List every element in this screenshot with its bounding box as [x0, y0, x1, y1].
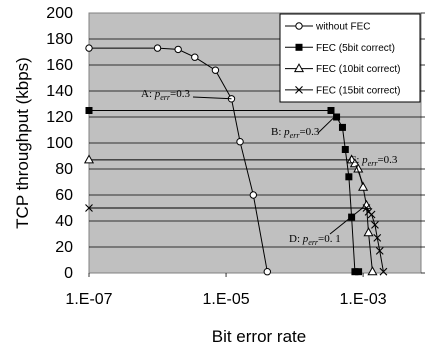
legend-item: FEC (15bit correct) [285, 85, 400, 96]
x-tick-label: 1.E-05 [202, 291, 249, 308]
data-point [362, 204, 371, 212]
y-tick-label: 80 [55, 161, 73, 178]
x-tick-labels: 1.E-07 1.E-05 1.E-03 [65, 291, 386, 308]
y-tick-label: 20 [55, 239, 73, 256]
series-2 [85, 107, 363, 276]
y-axis-label: TCP throughput (kbps) [13, 57, 32, 229]
data-point [174, 45, 182, 54]
data-point [85, 107, 93, 114]
legend-item: without FEC [285, 22, 370, 33]
data-point [379, 267, 388, 276]
legend-label: FEC (15bit correct) [316, 85, 400, 96]
annotation-leader-line [355, 164, 364, 185]
y-tick-label: 40 [55, 213, 73, 230]
data-point [367, 266, 378, 276]
legend-label: without FEC [315, 22, 370, 33]
y-tick-label: 160 [46, 57, 73, 74]
y-tick-label: 120 [46, 109, 73, 126]
data-point [333, 113, 341, 121]
legend: without FEC FEC (5bit correct) FEC (10bit … [279, 13, 421, 103]
data-point [345, 173, 353, 181]
legend-box [279, 13, 421, 103]
x-tick-label: 1.E-03 [340, 291, 387, 308]
legend-item: FEC (10bit correct) [285, 63, 400, 75]
data-point [236, 138, 244, 146]
data-point [367, 210, 376, 219]
annotations: A: perr=0.3 B: perr=0.3 C: perr=0.3 D: perr… [141, 88, 398, 247]
data-point [153, 44, 162, 52]
legend-item: FEC (5bit correct) [285, 43, 395, 54]
data-point [249, 191, 258, 199]
series-1 [85, 44, 272, 276]
data-point [191, 53, 199, 61]
y-tick-label: 200 [46, 5, 73, 22]
legend-label: FEC (5bit correct) [316, 43, 395, 54]
annotation-c: C: perr=0.3 [349, 154, 398, 185]
data-point [363, 227, 374, 237]
data-point [371, 221, 379, 229]
y-tick-label: 100 [46, 135, 73, 152]
data-point [341, 146, 349, 153]
data-point [351, 268, 359, 276]
x-tick-label: 1.E-07 [65, 291, 112, 308]
annotation-b: B: perr=0.3 [271, 115, 337, 140]
legend-label: FEC (10bit correct) [316, 64, 400, 75]
data-point [85, 44, 93, 52]
data-point [85, 204, 93, 212]
y-tick-label: 140 [46, 83, 73, 100]
legend-marker [293, 63, 305, 73]
annotation-label: A: perr=0.3 [141, 88, 191, 102]
data-point [211, 66, 220, 74]
data-point [263, 268, 272, 276]
data-point [355, 268, 363, 276]
y-tick-label: 60 [55, 187, 73, 204]
legend-marker [295, 22, 303, 30]
annotation-leader-line [192, 96, 232, 100]
annotation-a: A: perr=0.3 [141, 88, 232, 102]
series-4 [85, 204, 388, 276]
y-tick-label: 180 [46, 31, 73, 48]
annotation-d: D: perr=0. 1 [289, 207, 363, 247]
data-point [338, 123, 346, 131]
annotation-label: C: perr=0.3 [349, 154, 398, 168]
data-point [327, 107, 335, 114]
data-point [349, 158, 360, 168]
legend-marker [295, 86, 303, 94]
y-tick-labels: 0 20 40 60 80 100 120 140 160 180 200 [46, 5, 73, 282]
legend-marker [295, 43, 303, 51]
data-point [83, 154, 95, 164]
x-axis-label: Bit error rate [212, 327, 306, 346]
annotation-leader-line [329, 207, 363, 235]
y-tick-label: 0 [64, 265, 73, 282]
annotation-leader-line [317, 115, 337, 134]
annotation-label: B: perr=0.3 [271, 126, 320, 140]
data-point [358, 181, 369, 191]
data-point [375, 247, 384, 255]
annotation-label: D: perr=0. 1 [289, 233, 341, 247]
data-point [373, 234, 382, 242]
